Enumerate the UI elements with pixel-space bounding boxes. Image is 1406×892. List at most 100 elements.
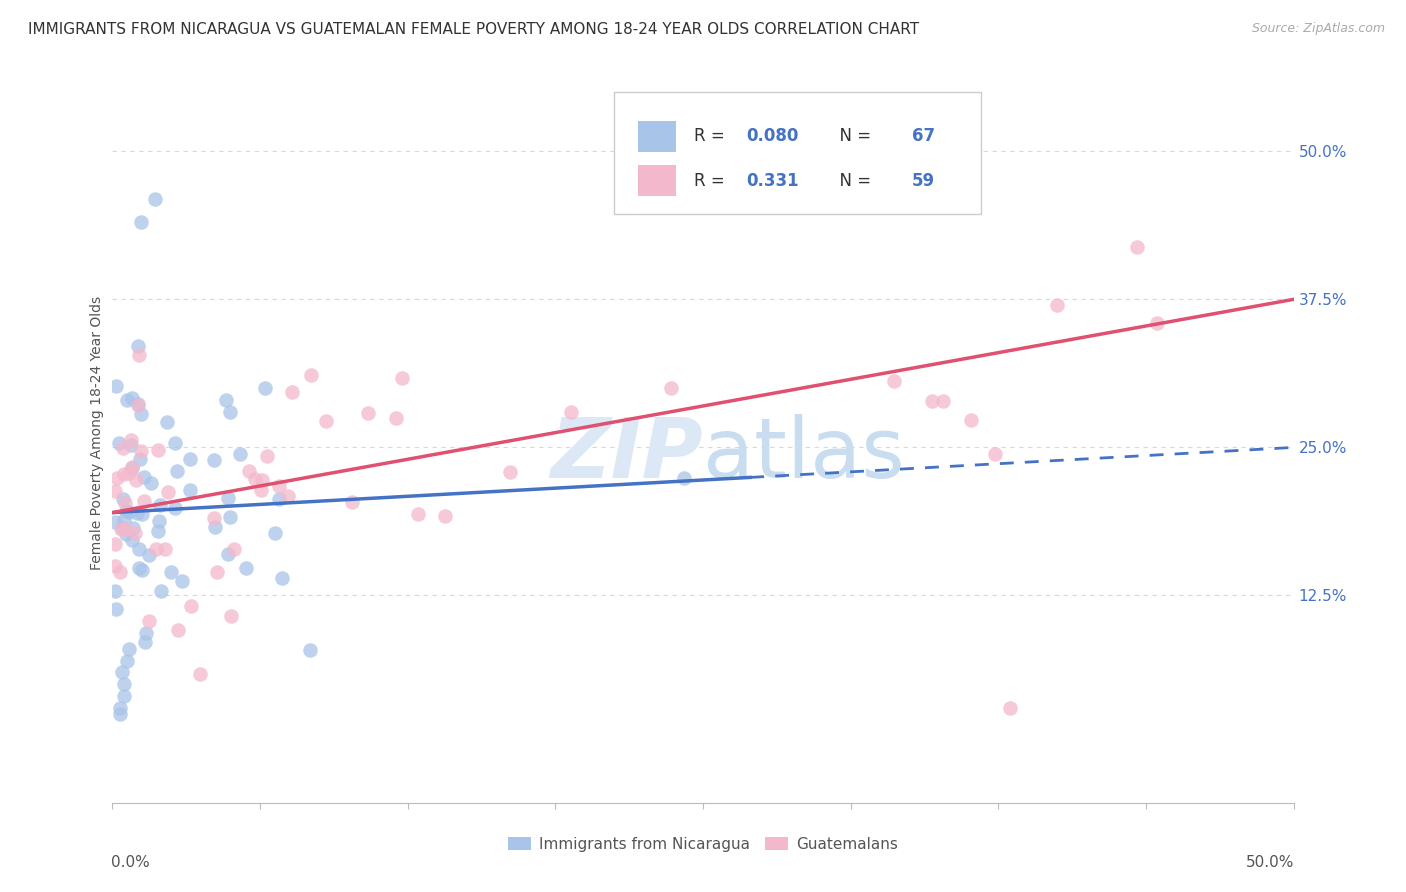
Point (111, 441, 134, 455)
Point (921, 394, 943, 409)
Point (108, 565, 131, 579)
Point (163, 435, 186, 450)
Text: 67: 67 (912, 128, 935, 145)
Bar (638, 121, 676, 152)
Point (188, 667, 211, 681)
Point (104, 601, 127, 615)
Point (659, 381, 682, 395)
Point (217, 547, 239, 561)
Point (135, 626, 157, 640)
Point (1146, 316, 1168, 330)
Point (129, 408, 152, 422)
Point (104, 583, 127, 598)
Text: Source: ZipAtlas.com: Source: ZipAtlas.com (1251, 22, 1385, 36)
Point (499, 465, 522, 479)
Point (1126, 240, 1149, 254)
Point (249, 483, 271, 497)
Point (104, 515, 127, 529)
Point (229, 447, 252, 461)
Text: R =: R = (693, 128, 730, 145)
Text: N =: N = (830, 172, 877, 190)
Point (219, 510, 242, 524)
Point (141, 476, 163, 491)
Point (179, 451, 201, 466)
Point (134, 635, 156, 649)
Point (108, 701, 131, 715)
Point (122, 521, 145, 535)
Point (129, 452, 152, 467)
Point (138, 615, 160, 629)
Point (406, 507, 429, 521)
Point (132, 470, 155, 484)
Point (340, 495, 363, 509)
Point (160, 566, 183, 580)
Text: R =: R = (693, 172, 730, 190)
Point (250, 473, 273, 487)
Point (560, 405, 582, 419)
Point (121, 533, 143, 548)
Point (104, 483, 127, 498)
Point (298, 643, 321, 657)
Point (127, 339, 149, 353)
Point (253, 381, 276, 395)
Point (391, 370, 413, 384)
Point (149, 499, 172, 513)
Point (112, 677, 135, 691)
Point (932, 394, 955, 409)
Point (129, 215, 152, 229)
Point (883, 375, 905, 389)
Point (156, 415, 179, 429)
Point (112, 513, 135, 527)
Point (111, 665, 134, 680)
Point (107, 436, 129, 450)
Point (138, 548, 160, 562)
Point (114, 496, 136, 510)
Point (118, 641, 141, 656)
FancyBboxPatch shape (614, 92, 980, 214)
Point (215, 392, 238, 407)
Text: ZIP: ZIP (550, 414, 703, 495)
Point (167, 624, 190, 638)
Point (145, 542, 167, 557)
Point (124, 526, 146, 541)
Point (385, 411, 408, 425)
Point (256, 449, 278, 463)
Text: 0.0%: 0.0% (111, 855, 150, 870)
Text: 50.0%: 50.0% (1246, 855, 1295, 870)
Point (105, 471, 128, 485)
Y-axis label: Female Poverty Among 18-24 Year Olds: Female Poverty Among 18-24 Year Olds (90, 295, 104, 570)
Point (127, 398, 149, 412)
Point (960, 413, 983, 427)
Point (110, 522, 132, 536)
Point (983, 447, 1005, 461)
Point (121, 391, 143, 405)
Point (112, 467, 135, 482)
Point (129, 444, 152, 458)
Text: 0.080: 0.080 (747, 128, 799, 145)
Point (235, 561, 257, 575)
Point (224, 541, 246, 556)
Point (356, 406, 378, 420)
Point (115, 654, 138, 668)
Point (170, 574, 193, 589)
Point (180, 599, 202, 613)
Point (672, 471, 695, 485)
Point (202, 510, 225, 524)
Point (998, 701, 1021, 715)
Point (127, 397, 149, 411)
Point (115, 522, 138, 536)
Point (263, 525, 285, 540)
Point (179, 483, 201, 497)
Bar (638, 165, 676, 196)
Point (207, 565, 229, 579)
Point (111, 491, 134, 506)
Point (134, 494, 156, 508)
Point (204, 520, 226, 534)
Point (1046, 298, 1069, 312)
Point (218, 405, 240, 419)
Point (131, 563, 153, 577)
Point (125, 473, 148, 487)
Point (433, 508, 456, 523)
Point (143, 192, 166, 206)
Point (128, 541, 150, 556)
